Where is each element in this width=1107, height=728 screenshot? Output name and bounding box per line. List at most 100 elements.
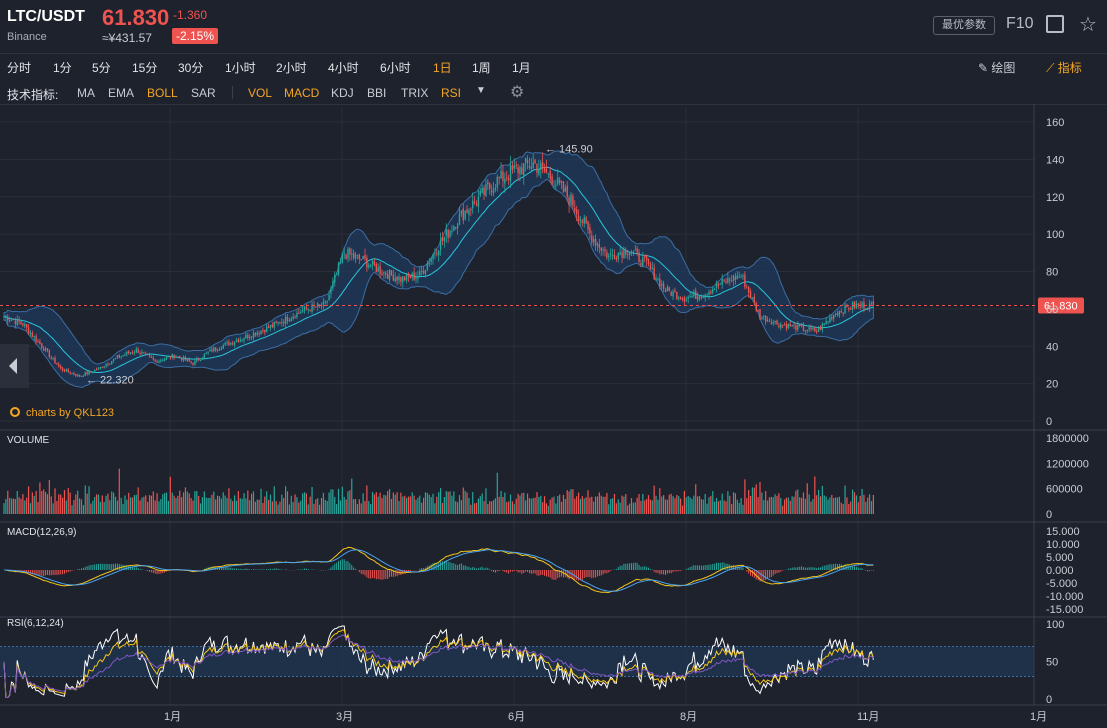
macd-hist-271 <box>515 570 517 571</box>
tab-timeframe-4[interactable]: 30分 <box>178 61 204 75</box>
volume-bar-86 <box>165 492 168 514</box>
volume-bar-66 <box>128 492 130 514</box>
volume-bar-101 <box>194 491 196 514</box>
candle-body-244 <box>464 211 466 220</box>
tab-timeframe-8[interactable]: 6小时 <box>380 61 411 75</box>
volume-bar-217 <box>413 495 415 514</box>
indicator-ma[interactable]: MA <box>77 86 95 100</box>
volume-bar-205 <box>390 498 393 514</box>
macd-hist-313 <box>595 570 597 578</box>
collapse-panel-button[interactable] <box>0 344 29 388</box>
candle-body-192 <box>366 257 368 268</box>
tab-timeframe-5[interactable]: 1小时 <box>225 61 256 75</box>
volume-bar-318 <box>604 496 606 514</box>
macd-hist-12 <box>26 570 28 573</box>
volume-bar-118 <box>226 498 228 514</box>
candle-body-319 <box>606 252 608 258</box>
macd-hist-283 <box>538 570 540 576</box>
macd-hist-431 <box>818 567 820 570</box>
candle-body-219 <box>417 276 419 279</box>
macd-hist-326 <box>619 565 621 570</box>
candle-body-365 <box>693 291 695 296</box>
macd-hist-79 <box>152 570 154 573</box>
macd-hist-200 <box>381 570 383 580</box>
tab-timeframe-3[interactable]: 15分 <box>132 61 158 75</box>
macd-hist-114 <box>218 567 220 570</box>
macd-hist-203 <box>387 570 389 579</box>
macd-hist-330 <box>627 563 629 570</box>
gear-icon[interactable]: ⚙ <box>510 84 525 101</box>
volume-title: VOLUME <box>7 435 50 446</box>
tab-timeframe-9[interactable]: 1日 <box>433 61 452 75</box>
chevron-down-icon[interactable]: ▼ <box>476 85 486 96</box>
candle-body-156 <box>298 312 300 314</box>
volume-bar-216 <box>411 492 413 514</box>
macd-hist-34 <box>67 570 69 572</box>
f10-button[interactable]: F10 <box>1006 15 1034 32</box>
volume-bar-366 <box>695 484 697 514</box>
candle-body-86 <box>165 357 168 360</box>
candle-body-415 <box>787 323 790 329</box>
indicator-ema[interactable]: EMA <box>108 86 135 100</box>
volume-bar-142 <box>271 501 273 514</box>
volume-bar-24 <box>48 480 50 514</box>
volume-bar-35 <box>69 492 71 514</box>
volume-bar-192 <box>366 485 368 514</box>
macd-hist-83 <box>160 570 162 574</box>
candle-body-38 <box>75 374 77 376</box>
candle-body-372 <box>706 295 708 297</box>
indicator-kdj[interactable]: KDJ <box>331 86 354 100</box>
macd-hist-24 <box>48 570 50 576</box>
draw-tool[interactable]: ✎ 绘图 <box>978 59 1015 76</box>
indicator-macd[interactable]: MACD <box>284 86 320 100</box>
ticker-header: LTC/USDT Binance 61.830 -1.360 ≈¥431.57 … <box>0 0 1107 54</box>
volume-bar-99 <box>190 497 192 514</box>
candle-body-393 <box>746 287 748 289</box>
indicator-trix[interactable]: TRIX <box>401 86 429 100</box>
macd-hist-444 <box>842 565 844 570</box>
volume-bar-326 <box>619 502 621 514</box>
tab-timeframe-7[interactable]: 4小时 <box>328 61 359 75</box>
macd-hist-377 <box>716 562 718 570</box>
tab-timeframe-0[interactable]: 分时 <box>7 61 32 75</box>
candle-body-276 <box>524 157 527 163</box>
macd-hist-144 <box>275 568 277 570</box>
macd-hist-418 <box>793 567 795 570</box>
tab-timeframe-2[interactable]: 5分 <box>92 61 111 75</box>
volume-bar-334 <box>634 502 636 514</box>
volume-bar-271 <box>515 498 517 514</box>
volume-bar-162 <box>309 496 311 514</box>
macd-hist-331 <box>629 563 631 570</box>
candle-body-59 <box>114 357 117 359</box>
fullscreen-icon[interactable] <box>1046 15 1064 33</box>
tab-timeframe-11[interactable]: 1月 <box>512 61 531 75</box>
candle-body-74 <box>143 352 145 354</box>
macd-hist-161 <box>307 569 309 570</box>
best-params-button[interactable]: 最优参数 <box>933 16 995 35</box>
macd-hist-119 <box>228 567 230 570</box>
volume-bar-229 <box>436 496 438 514</box>
indicator-sar[interactable]: SAR <box>191 86 216 100</box>
macd-hist-328 <box>623 563 625 570</box>
volume-bar-213 <box>405 497 408 514</box>
indicator-boll[interactable]: BOLL <box>147 86 178 100</box>
star-icon[interactable]: ☆ <box>1079 14 1097 36</box>
indicator-bbi[interactable]: BBI <box>367 86 387 100</box>
indicator-vol[interactable]: VOL <box>248 86 273 100</box>
candle-body-65 <box>126 352 128 355</box>
candle-body-135 <box>258 333 260 335</box>
macd-hist-19 <box>39 570 41 576</box>
tab-timeframe-6[interactable]: 2小时 <box>276 61 307 75</box>
candle-body-243 <box>462 208 464 221</box>
volume-bar-413 <box>783 499 786 514</box>
tab-timeframe-1[interactable]: 1分 <box>53 61 72 75</box>
indicator-tool[interactable]: ⟋ 指标 <box>1046 59 1082 76</box>
candle-body-254 <box>483 187 485 195</box>
volume-bar-299 <box>568 491 570 514</box>
candle-body-90 <box>173 354 175 358</box>
candle-body-309 <box>587 221 589 230</box>
macd-hist-345 <box>655 570 657 573</box>
tab-timeframe-10[interactable]: 1周 <box>472 61 491 75</box>
indicator-rsi[interactable]: RSI <box>441 86 462 100</box>
